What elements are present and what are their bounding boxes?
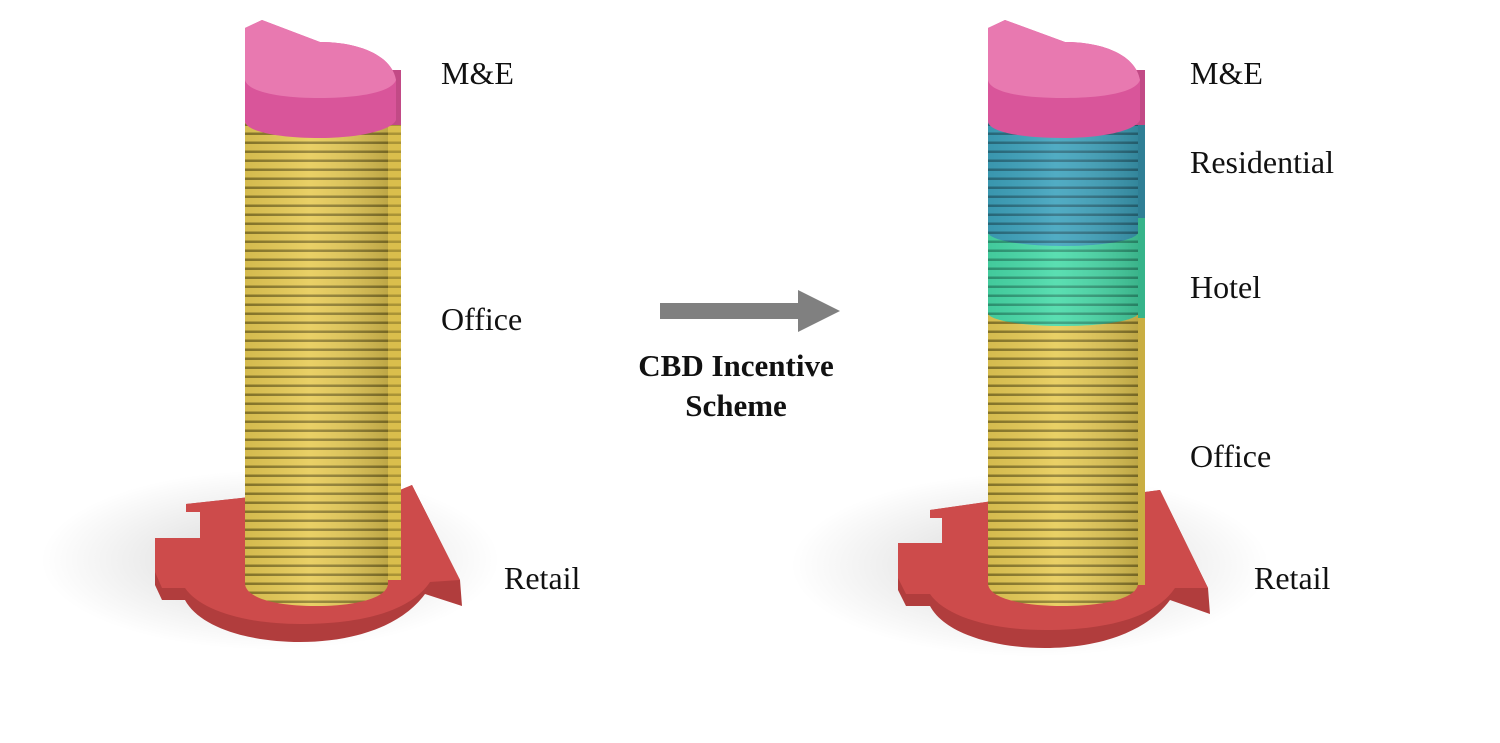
left-label-retail: Retail (504, 560, 581, 596)
left-mande-crown (245, 20, 401, 138)
right-residential-segment (988, 100, 1138, 246)
right-label-retail: Retail (1254, 560, 1331, 596)
right-tower (790, 20, 1270, 657)
right-label-residential: Residential (1190, 144, 1334, 180)
left-label-office: Office (441, 301, 523, 337)
left-tower (40, 20, 500, 650)
left-label-mande: M&E (441, 55, 514, 91)
right-label-mande: M&E (1190, 55, 1263, 91)
caption-line-2: Scheme (685, 388, 787, 423)
transition-arrow (660, 290, 840, 332)
right-label-office: Office (1190, 438, 1272, 474)
right-office-segment (988, 305, 1138, 606)
transition-caption: CBD Incentive Scheme (600, 346, 872, 426)
right-mande-crown (988, 20, 1145, 138)
right-label-hotel: Hotel (1190, 269, 1262, 305)
left-office-shaft (245, 95, 388, 606)
caption-line-1: CBD Incentive (638, 348, 834, 383)
